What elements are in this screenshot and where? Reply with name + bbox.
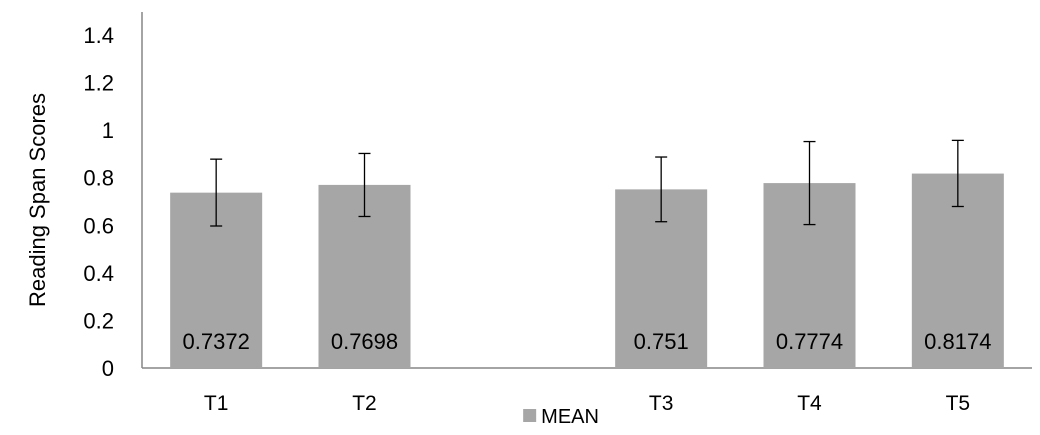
y-tick-label: 1.4 — [83, 23, 114, 48]
y-tick-label: 1 — [102, 118, 114, 143]
x-tick-label: T4 — [797, 392, 822, 415]
error-bars — [210, 139, 964, 227]
y-tick-label: 0.2 — [83, 308, 114, 333]
data-label: 0.7774 — [776, 329, 843, 354]
axes — [141, 12, 1032, 369]
x-tick-label: T3 — [649, 392, 674, 415]
y-tick-label: 0.4 — [83, 261, 114, 286]
data-label: 0.7372 — [183, 329, 250, 354]
y-tick-label: 0.6 — [83, 213, 114, 238]
x-tick-label: T5 — [946, 392, 971, 415]
data-label: 0.751 — [634, 329, 689, 354]
y-axis-title: Reading Span Scores — [25, 93, 50, 307]
data-labels: 0.7372 0.7698 0.751 0.7774 0.8174 — [183, 329, 992, 354]
y-tick-label: 1.2 — [83, 71, 114, 96]
data-label: 0.8174 — [924, 329, 991, 354]
data-label: 0.7698 — [331, 329, 398, 354]
y-tick-label: 0 — [102, 356, 114, 381]
bars — [170, 173, 1004, 368]
legend-swatch — [523, 409, 537, 422]
legend: MEAN — [523, 406, 599, 428]
x-tick-label: T2 — [352, 392, 377, 415]
x-tick-labels: T1 T2 T3 T4 T5 — [204, 392, 970, 415]
y-axis-title-layer: Reading Span Scores — [25, 93, 50, 307]
legend-label: MEAN — [541, 406, 599, 428]
y-tick-label: 0.8 — [83, 166, 114, 191]
y-tick-labels: 0 0.2 0.4 0.6 0.8 1 1.2 1.4 — [83, 23, 114, 381]
x-tick-label: T1 — [204, 392, 229, 415]
